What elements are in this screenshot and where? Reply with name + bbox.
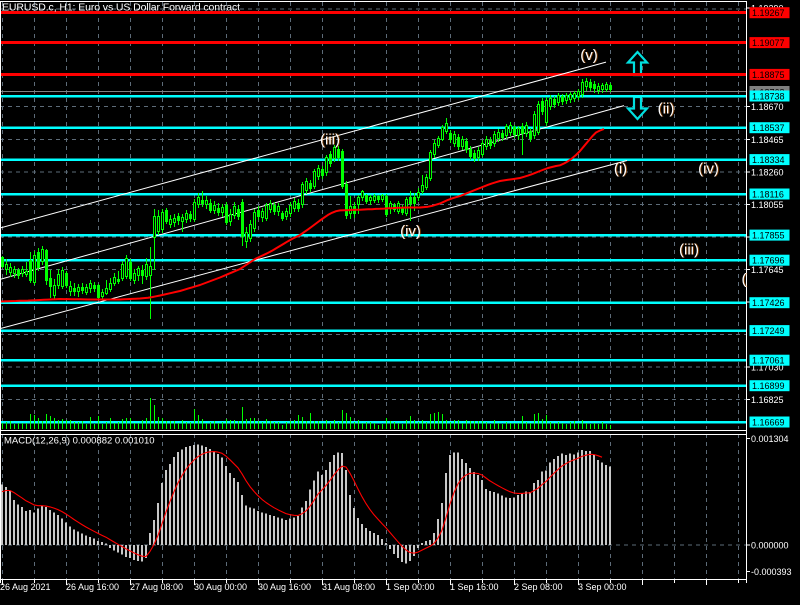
svg-text:30 Aug 16:00: 30 Aug 16:00 — [258, 582, 311, 592]
svg-text:1.18465: 1.18465 — [751, 135, 784, 145]
svg-text:1.18334: 1.18334 — [752, 155, 785, 165]
svg-text:(iv): (iv) — [400, 223, 421, 240]
svg-text:1.17696: 1.17696 — [752, 256, 785, 266]
svg-text:(iii): (iii) — [679, 242, 699, 259]
svg-text:27 Aug 08:00: 27 Aug 08:00 — [130, 582, 183, 592]
svg-text:1.17645: 1.17645 — [751, 265, 784, 275]
svg-text:1.17426: 1.17426 — [752, 298, 785, 308]
svg-text:26 Aug 16:00: 26 Aug 16:00 — [66, 582, 119, 592]
svg-text:(iv): (iv) — [698, 161, 719, 178]
svg-text:(v): (v) — [580, 47, 598, 64]
svg-text:1.18260: 1.18260 — [751, 167, 784, 177]
svg-text:1.17855: 1.17855 — [752, 231, 785, 241]
svg-text:1.16899: 1.16899 — [752, 381, 785, 391]
svg-text:1 Sep 00:00: 1 Sep 00:00 — [386, 582, 435, 592]
svg-text:31 Aug 08:00: 31 Aug 08:00 — [322, 582, 375, 592]
svg-text:26 Aug 2021: 26 Aug 2021 — [0, 582, 51, 592]
svg-text:0.001304: 0.001304 — [751, 434, 789, 444]
svg-text:3 Sep 00:00: 3 Sep 00:00 — [578, 582, 627, 592]
svg-text:1.18055: 1.18055 — [751, 200, 784, 210]
svg-text:1.18537: 1.18537 — [752, 123, 785, 133]
svg-text:1.17249: 1.17249 — [752, 326, 785, 336]
svg-text:1.19077: 1.19077 — [752, 38, 785, 48]
svg-text:1.19267: 1.19267 — [752, 8, 785, 18]
svg-text:1.18116: 1.18116 — [752, 190, 784, 200]
svg-text:2 Sep 08:00: 2 Sep 08:00 — [514, 582, 563, 592]
svg-text:1.18738: 1.18738 — [752, 92, 785, 102]
svg-text:1.18875: 1.18875 — [752, 70, 785, 80]
svg-text:1.17030: 1.17030 — [751, 363, 784, 373]
svg-text:30 Aug 00:00: 30 Aug 00:00 — [194, 582, 247, 592]
svg-text:1.16669: 1.16669 — [752, 418, 785, 428]
svg-text:1.18670: 1.18670 — [751, 102, 784, 112]
svg-text:-0.000393: -0.000393 — [751, 567, 792, 577]
svg-text:(i): (i) — [614, 161, 627, 178]
svg-text:1 Sep 16:00: 1 Sep 16:00 — [450, 582, 499, 592]
svg-text:0.000000: 0.000000 — [751, 541, 789, 551]
svg-text:EURUSD.c, H1: Euro vs US Dolla: EURUSD.c, H1: Euro vs US Dollar Forward … — [2, 2, 240, 14]
svg-text:(: ( — [742, 271, 747, 288]
svg-text:(iii): (iii) — [320, 132, 340, 149]
svg-text:1.16825: 1.16825 — [751, 395, 784, 405]
svg-text:(ii): (ii) — [658, 101, 675, 118]
svg-text:1.17061: 1.17061 — [752, 356, 785, 366]
svg-text:MACD(12,26,9) 0.000882 0.00101: MACD(12,26,9) 0.000882 0.001010 — [4, 436, 155, 447]
